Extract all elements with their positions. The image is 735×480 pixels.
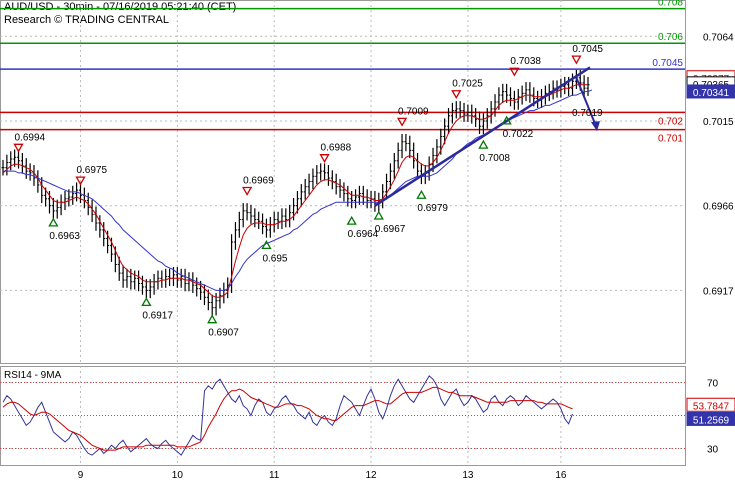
low-label: 0.6907 <box>208 328 239 339</box>
x-tick-label: 9 <box>78 470 84 480</box>
rsi-title: RSI14 - 9MA <box>4 370 62 381</box>
x-tick-label: 10 <box>172 470 184 480</box>
price-bars <box>1 70 590 316</box>
level-label: 0.701 <box>658 134 683 145</box>
high-label: 0.7038 <box>510 56 541 67</box>
y-tick-label: 0.6966 <box>703 202 734 213</box>
rsi-value-tag <box>686 397 735 412</box>
high-label: 0.6994 <box>14 132 45 143</box>
x-tick-label: 12 <box>365 470 377 480</box>
low-marker <box>261 240 272 250</box>
x-tick-label: 13 <box>462 470 474 480</box>
rsi-y-tick-label: 30 <box>707 445 719 456</box>
high-marker <box>396 117 408 127</box>
high-marker <box>241 186 253 196</box>
high-label: 0.6969 <box>243 176 274 187</box>
trend-line <box>374 66 591 207</box>
rsi-value-tag-label: 51.2569 <box>693 415 730 426</box>
low-marker <box>48 217 59 227</box>
ma-fast-line <box>2 84 588 298</box>
low-marker <box>478 139 489 149</box>
projection-arrow-line <box>575 77 597 127</box>
low-label: 0.6979 <box>417 203 448 214</box>
low-label: 0.695 <box>262 253 287 264</box>
low-marker <box>373 210 384 220</box>
high-label: 0.7009 <box>398 106 429 117</box>
rsi-y-tick-label: 70 <box>707 379 719 390</box>
projection-arrow-head <box>591 121 600 132</box>
y-tick-label: 0.7064 <box>703 32 734 43</box>
high-marker <box>319 154 330 163</box>
high-label: 0.6988 <box>321 143 352 154</box>
high-marker <box>571 55 582 65</box>
low-marker <box>141 297 152 307</box>
low-marker <box>416 189 427 199</box>
rsi-value-tag-label: 53.7847 <box>693 401 730 412</box>
price-tag <box>686 84 735 99</box>
high-label: 0.6975 <box>76 165 107 176</box>
level-label: 0.706 <box>658 32 683 43</box>
y-tick-label: 0.6917 <box>703 286 734 297</box>
low-label: 0.6917 <box>142 310 173 321</box>
high-label: 0.7045 <box>572 44 603 55</box>
x-tick-label: 11 <box>269 470 280 480</box>
low-label: 0.6964 <box>348 229 379 240</box>
low-label: 0.6963 <box>49 231 80 242</box>
low-marker <box>501 115 512 125</box>
y-tick-label: 0.7015 <box>703 117 734 128</box>
price-tag-label: 0.70341 <box>693 88 730 99</box>
rsi-ma-line <box>2 386 573 451</box>
chart-title: AUD/USD - 30min - 07/16/2019 05:21:40 (C… <box>4 1 237 13</box>
low-marker <box>207 314 218 324</box>
level-label: 0.702 <box>658 116 683 127</box>
x-tick-label: 16 <box>555 470 567 480</box>
rsi-line <box>2 375 573 456</box>
chart-source: Research © TRADING CENTRAL <box>4 14 169 26</box>
high-marker <box>75 176 86 186</box>
level-label: 0.708 <box>658 0 683 9</box>
low-label: 0.7022 <box>503 129 534 140</box>
high-label: 0.7025 <box>452 79 483 90</box>
projection-label: 0.7019 <box>572 108 603 119</box>
low-marker <box>346 215 357 225</box>
low-label: 0.7008 <box>479 153 510 164</box>
low-label: 0.6967 <box>375 224 406 235</box>
high-marker <box>13 143 24 153</box>
main-plot-frame <box>0 0 686 364</box>
ma-slow-line <box>3 89 593 291</box>
level-label: 0.7045 <box>652 58 683 69</box>
high-marker <box>451 90 462 100</box>
high-marker <box>509 67 520 77</box>
rsi-value-tag <box>686 411 735 426</box>
